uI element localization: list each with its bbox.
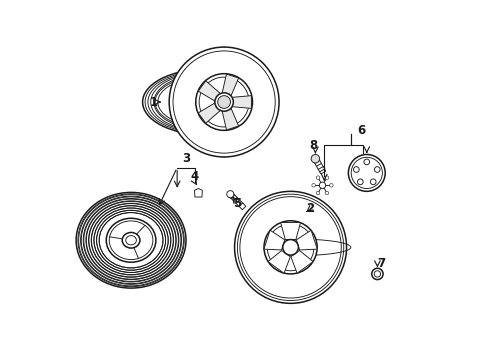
Text: 4: 4 [190,170,199,183]
Ellipse shape [89,204,173,277]
Ellipse shape [214,93,233,111]
Circle shape [373,271,380,277]
Polygon shape [198,103,221,123]
Polygon shape [290,251,312,273]
Polygon shape [296,230,317,250]
Circle shape [311,184,315,187]
Ellipse shape [234,192,346,303]
Ellipse shape [122,233,140,248]
Polygon shape [194,189,202,197]
Polygon shape [267,251,290,273]
Ellipse shape [195,74,252,130]
Text: 5: 5 [233,197,241,210]
Text: 7: 7 [376,257,384,270]
Circle shape [329,184,332,187]
Polygon shape [222,74,238,96]
Text: 6: 6 [357,124,365,137]
Circle shape [226,191,233,198]
Ellipse shape [99,213,163,268]
Text: 3: 3 [182,152,190,165]
Circle shape [371,268,382,280]
Ellipse shape [79,195,183,286]
Text: 2: 2 [305,202,313,215]
Ellipse shape [81,197,181,284]
Circle shape [325,176,328,179]
Circle shape [325,191,328,195]
Text: 1: 1 [150,95,158,108]
Ellipse shape [264,221,317,274]
Ellipse shape [76,192,185,288]
Polygon shape [228,193,245,210]
Ellipse shape [83,199,178,282]
Ellipse shape [106,218,156,262]
Polygon shape [198,81,221,102]
Circle shape [316,176,319,179]
Circle shape [319,182,325,189]
Polygon shape [222,108,238,130]
Circle shape [316,191,319,195]
Ellipse shape [94,208,168,273]
Ellipse shape [91,206,170,275]
Circle shape [310,154,319,163]
Ellipse shape [86,201,175,279]
Polygon shape [312,157,325,174]
Ellipse shape [282,239,298,255]
Ellipse shape [169,47,279,157]
Polygon shape [280,222,300,239]
Polygon shape [264,230,284,250]
Polygon shape [231,96,251,108]
Ellipse shape [217,96,230,108]
Circle shape [347,154,385,192]
Text: 8: 8 [309,139,317,152]
Ellipse shape [97,210,165,270]
